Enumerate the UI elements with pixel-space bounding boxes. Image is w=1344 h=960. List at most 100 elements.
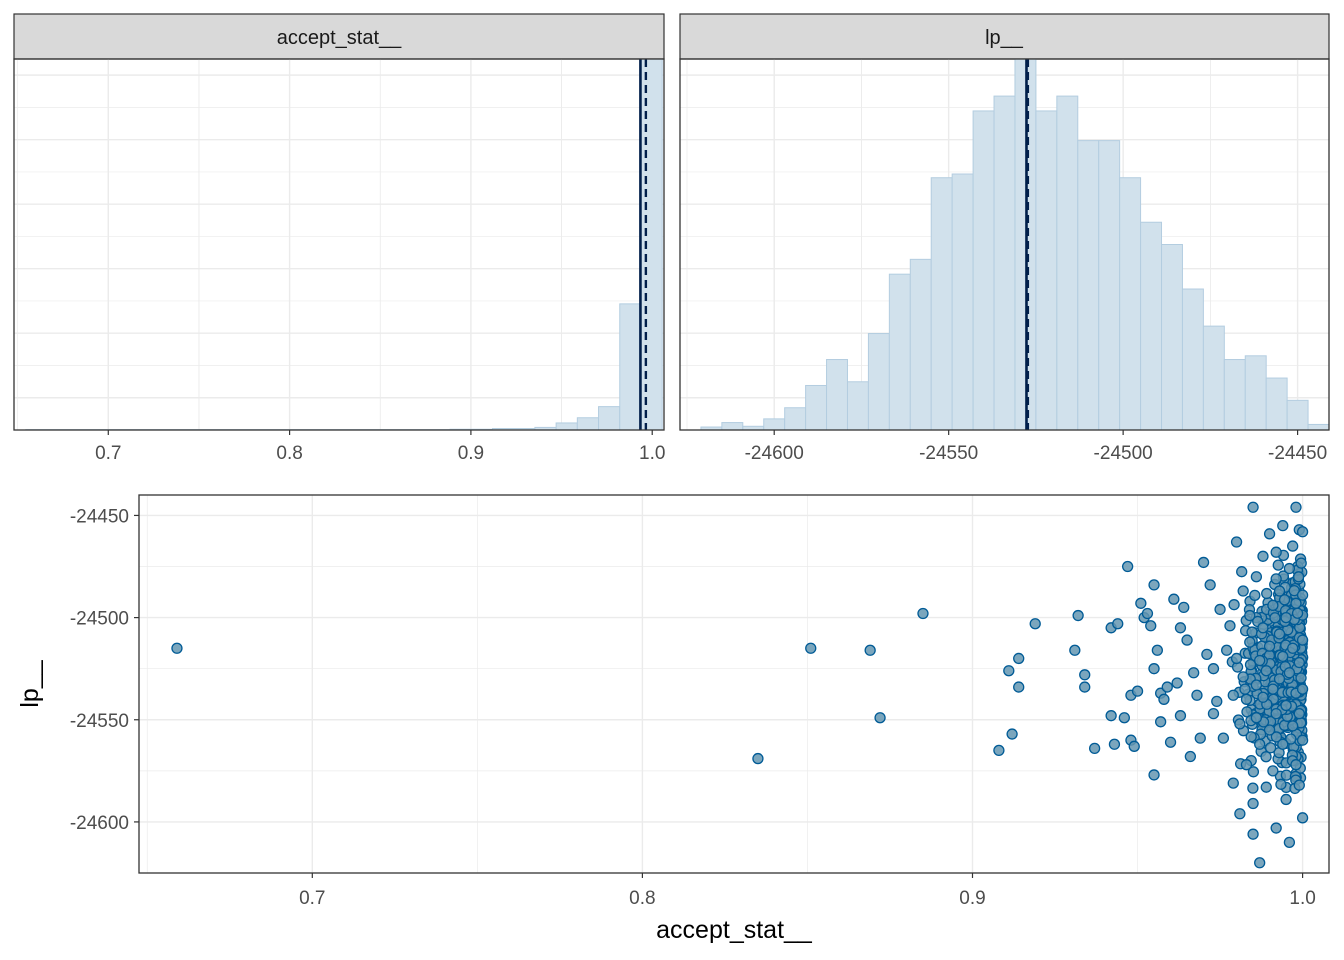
histogram-bar [1098,140,1121,431]
scatter-point [864,644,876,656]
reference-lines [639,59,648,430]
scatter-point [1273,628,1286,640]
panel-border [679,58,1330,431]
scatter-point [1247,828,1259,840]
scatter-point [1236,566,1248,578]
scatter-point [1263,528,1276,540]
histogram-bar [576,417,600,431]
scatter-point [1275,778,1287,790]
scatter-point [1296,526,1309,538]
scatter-point [1188,667,1200,679]
scatter-points [171,501,1309,869]
scatter-point [1280,699,1292,712]
scatter-point [1158,693,1170,705]
scatter-point [1267,683,1279,695]
scatter-point [1260,781,1272,793]
scatter-point [1118,712,1130,724]
histogram-bar [1286,399,1309,431]
scatter-point [1228,599,1240,611]
histogram-bar [1265,377,1288,431]
scatter-point [1197,556,1210,569]
histogram-bar [640,58,663,431]
scatter-point [1174,622,1187,634]
scatter-point [752,752,764,765]
scatter-point [1273,585,1286,597]
scatter-point [805,642,817,654]
panel-border [138,494,1330,874]
scatter-point [1227,689,1239,701]
scatter-point [1254,857,1266,869]
scatter-point [1247,766,1260,778]
scatter-point [1278,594,1291,606]
histogram-bar [1077,140,1100,431]
x-tick-label: -24600 [745,443,804,464]
scatter-point [1290,597,1302,609]
facet-strip-label: accept_stat__ [277,27,402,49]
scatter-point [1148,579,1160,591]
scatter-point [1290,501,1302,513]
scatter-point [1247,782,1259,794]
scatter-point [1006,728,1018,740]
x-tick-label: 0.8 [276,443,302,464]
x-tick-label: 0.7 [95,443,121,464]
y-tick-label: -24600 [70,813,129,834]
scatter-point [1151,644,1163,656]
scatter-point [1221,644,1233,656]
scatter-point [1260,665,1272,677]
x-tick-label: -24550 [919,443,978,464]
histogram-bar [1223,359,1246,431]
scatter-point [1264,742,1277,754]
scatter-point [1178,601,1190,614]
scatter-point [1277,519,1289,532]
scatter-point [1164,736,1177,748]
scatter-point [1293,779,1305,791]
scatter-point [1296,683,1309,695]
x-tick-label: 1.0 [639,443,665,464]
scatter-point [1161,681,1173,693]
histogram-bar [763,418,786,431]
scatter-point [1292,571,1305,583]
scatter-panel: 0.7 0.8 0.9 1.0 -24450 -24500 -24550 -24600 ac… [16,494,1330,944]
scatter-point [1270,707,1282,720]
reference-lines [1025,59,1030,430]
histogram-bar [993,95,1016,431]
scatter-point [1079,681,1091,693]
y-tick-label: -24550 [70,711,129,732]
scatter-point [1239,683,1251,695]
scatter-point [1204,579,1216,591]
y-axis-title: lp__ [16,659,44,707]
scatter-point [1293,656,1305,669]
scatter-point [1240,759,1253,771]
scatter-point [1214,603,1226,616]
scatter-point [1273,673,1286,685]
scatter-point [1230,536,1243,548]
scatter-point [1148,769,1160,781]
histogram-bar [1202,325,1225,431]
scatter-point [1257,691,1269,703]
scatter-point [1267,599,1279,611]
scatter-point [1247,501,1259,513]
histogram-bar [1035,110,1058,431]
histogram-bars [700,58,1330,431]
scatter-point [1296,734,1309,746]
scatter-point [1280,769,1293,781]
histogram-bar [909,258,932,431]
scatter-point [1105,710,1117,722]
scatter-point [1217,732,1230,744]
scatter-point [1260,751,1272,763]
scatter-point [1250,712,1263,724]
scatter-point [1254,738,1266,750]
scatter-point [1230,652,1243,665]
scatter-point [1145,620,1157,632]
scatter-point [1291,607,1304,619]
scatter-point [1269,612,1281,624]
x-tick-label: 0.8 [629,888,655,909]
scatter-point [1112,618,1124,630]
histogram-bar [867,333,890,431]
facet-strip [13,13,665,60]
scatter-point [1295,672,1307,684]
scatter-point [1250,679,1263,691]
scatter-point [1270,731,1283,743]
